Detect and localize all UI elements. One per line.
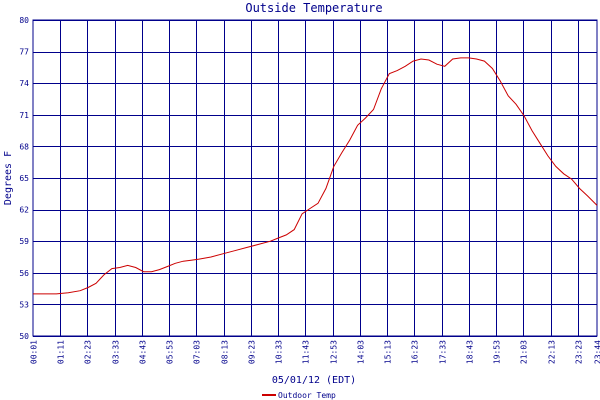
x-tick-label: 12:53: [330, 340, 339, 364]
x-tick-label: 04:43: [139, 340, 148, 364]
y-tick-label: 80: [19, 16, 29, 25]
y-axis-label: Degrees F: [3, 151, 14, 205]
x-axis-label: 05/01/12 (EDT): [272, 375, 356, 386]
x-tick-label: 21:03: [520, 340, 529, 364]
x-tick-label: 09:23: [248, 340, 257, 364]
x-tick-label: 22:13: [548, 340, 557, 364]
y-tick-label: 71: [19, 111, 29, 120]
x-tick-label: 11:43: [302, 340, 311, 364]
x-tick-label: 00:01: [30, 340, 39, 364]
y-tick-label: 65: [19, 174, 29, 183]
x-tick-label: 14:03: [357, 340, 366, 364]
y-tick-label: 68: [19, 142, 29, 151]
x-tick-label: 08:13: [221, 340, 230, 364]
x-tick-label: 03:33: [112, 340, 121, 364]
x-tick-label: 15:13: [384, 340, 393, 364]
y-tick-label: 77: [19, 48, 29, 57]
grid-lines: [33, 20, 597, 337]
x-tick-label: 07:03: [193, 340, 202, 364]
x-tick-label: 19:53: [493, 340, 502, 364]
x-tick-label: 01:11: [57, 340, 66, 364]
x-tick-label: 18:43: [466, 340, 475, 364]
x-tick-label: 23:44: [594, 340, 600, 364]
y-tick-labels: 50 53 56 59 62 65 68 71 74 77 80: [19, 16, 29, 341]
x-tick-label: 23:23: [575, 340, 584, 364]
x-tick-labels: 00:01 01:11 02:23 03:33 04:43 05:53 07:03 08:13…: [30, 340, 600, 364]
x-tick-label: 02:23: [84, 340, 93, 364]
y-tick-label: 62: [19, 206, 29, 215]
x-tick-label: 05:53: [166, 340, 175, 364]
x-tick-label: 17:33: [439, 340, 448, 364]
y-tick-label: 56: [19, 269, 29, 278]
x-tick-label: 10:33: [275, 340, 284, 364]
chart-title: Outside Temperature: [245, 1, 382, 15]
series-line-outdoor-temp: [33, 57, 598, 295]
y-tick-label: 59: [19, 237, 29, 246]
legend-label: Outdoor Temp: [278, 391, 336, 400]
x-tick-label: 16:23: [411, 340, 420, 364]
y-tick-label: 74: [19, 79, 29, 88]
y-tick-label: 53: [19, 300, 29, 309]
legend: Outdoor Temp: [262, 391, 336, 400]
y-tick-label: 50: [19, 332, 29, 341]
